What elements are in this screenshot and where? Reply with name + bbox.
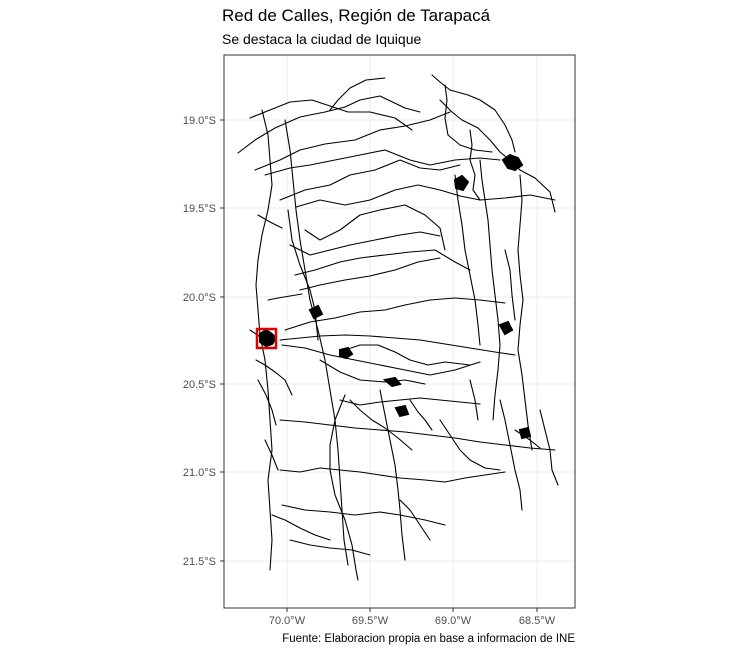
lon-tick-label: 69.0°W	[435, 615, 472, 627]
map-panel	[224, 55, 575, 608]
urban-clusters	[308, 153, 532, 440]
map-panel-border	[223, 54, 576, 609]
iquique-city	[255, 327, 278, 350]
map-subtitle: Se destaca la ciudad de Iquique	[222, 31, 422, 47]
iquique-highlight-box	[255, 327, 278, 350]
lat-tick-label: 20.5°S	[183, 379, 216, 391]
y-axis-labels: 19.0°S 19.5°S 20.0°S 20.5°S 21.0°S 21.5°…	[183, 115, 216, 568]
lat-tick-label: 21.0°S	[183, 467, 216, 479]
map-title: Red de Calles, Región de Tarapacá	[222, 6, 491, 25]
lat-tick-label: 20.0°S	[183, 292, 216, 304]
x-axis-labels: 70.0°W 69.5°W 69.0°W 68.5°W	[269, 615, 556, 627]
x-axis-ticks	[286, 608, 538, 612]
lat-tick-label: 19.0°S	[183, 115, 216, 127]
road-network	[237, 74, 559, 581]
lon-tick-label: 70.0°W	[269, 615, 306, 627]
lat-tick-label: 21.5°S	[183, 556, 216, 568]
y-axis-ticks	[220, 119, 224, 562]
lat-tick-label: 19.5°S	[183, 203, 216, 215]
source-caption: Fuente: Elaboracion propia en base a inf…	[282, 633, 575, 645]
lon-tick-label: 69.5°W	[352, 615, 389, 627]
lon-tick-label: 68.5°W	[519, 615, 556, 627]
